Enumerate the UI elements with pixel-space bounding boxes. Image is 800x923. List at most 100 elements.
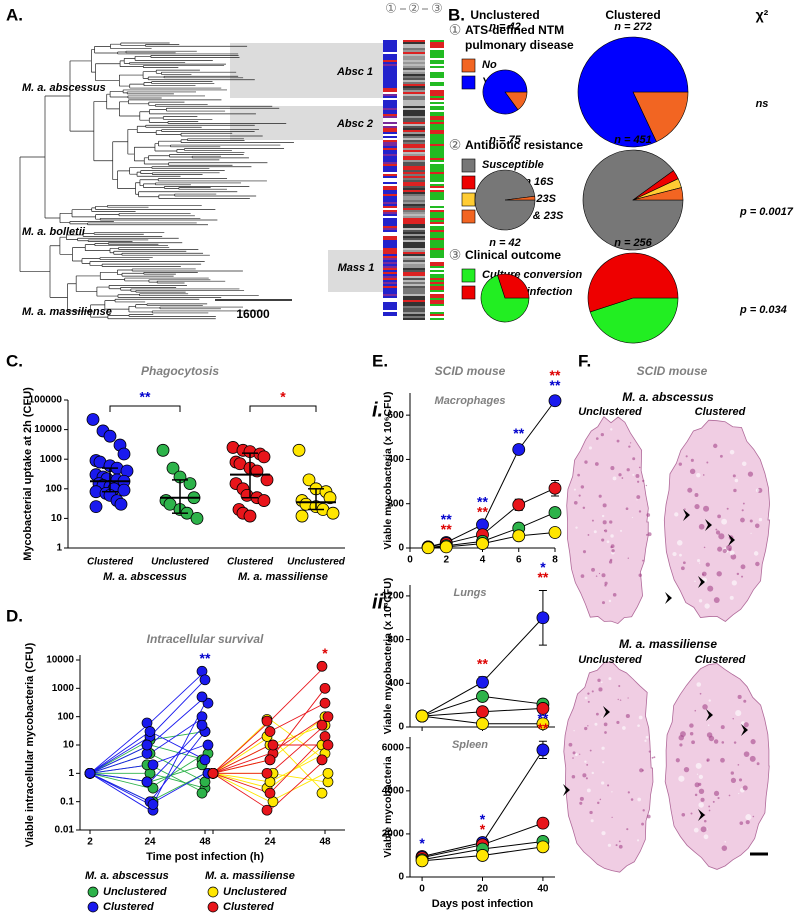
annotation-stripe: [430, 62, 444, 64]
tissue-speckle: [612, 476, 617, 481]
tissue-speckle: [595, 712, 599, 716]
tissue-speckle: [738, 792, 740, 795]
tissue-speckle: [598, 572, 601, 575]
annotation-stripe: [403, 106, 425, 108]
data-point: [156, 443, 170, 457]
tissue-speckle: [609, 520, 613, 524]
annotation-stripe: [430, 236, 444, 238]
x-axis-label: Time post infection (h): [146, 851, 264, 863]
annotation-stripe: [403, 266, 425, 268]
annotation-stripe: [383, 110, 397, 112]
tissue-speckle: [694, 793, 698, 797]
x-tick-label: 48: [199, 837, 211, 848]
annotation-stripe: [430, 104, 444, 106]
data-point: [196, 691, 208, 703]
annotation-stripe: [403, 66, 425, 68]
tissue-speckle: [645, 735, 649, 739]
annotation-stripe: [430, 116, 444, 118]
annotation-stripe: [383, 310, 397, 312]
annotation-stripe: [383, 198, 397, 200]
annotation-stripe: [430, 50, 444, 52]
y-tick-label: 1000: [40, 454, 63, 465]
annotation-stripe: [403, 156, 425, 158]
annotation-stripe: [430, 88, 444, 90]
tissue-speckle: [632, 457, 636, 461]
annotation-stripe: [403, 244, 425, 246]
annotation-stripe: [383, 102, 397, 104]
tissue-speckle: [687, 487, 693, 493]
annotation-stripe: [383, 182, 397, 184]
tissue-speckle: [690, 458, 694, 462]
annotation-stripe: [403, 240, 425, 242]
tissue-speckle: [590, 819, 594, 823]
annotation-stripe: [383, 304, 397, 306]
tissue-speckle: [729, 595, 734, 600]
tissue-speckle: [696, 682, 702, 687]
annotation-stripe: [403, 306, 425, 308]
legend-marker: [207, 886, 219, 898]
annotation-stripe: [430, 64, 444, 66]
annotation-stripe: [403, 100, 425, 102]
annotation-stripe: [383, 46, 397, 48]
annotation-stripe: [383, 172, 397, 174]
annotation-stripe: [403, 144, 425, 146]
tissue-speckle: [601, 514, 605, 518]
annotation-stripe: [403, 202, 425, 204]
annotation-stripe: [430, 178, 444, 180]
x-tick-label: 4: [480, 555, 486, 566]
tissue-speckle: [749, 755, 756, 762]
annotation-stripe: [383, 122, 397, 124]
cluster-label: Absc 1: [336, 66, 373, 78]
chart-subtitle: Lungs: [454, 587, 487, 599]
y-tick-label: 10000: [46, 655, 74, 666]
y-tick-label: 1: [56, 543, 62, 554]
annotation-stripe: [430, 180, 444, 182]
tissue-speckle: [742, 502, 745, 505]
annotation-stripe: [403, 96, 425, 98]
annotation-stripe: [403, 232, 425, 234]
data-point: [260, 473, 274, 487]
tissue-speckle: [604, 529, 608, 533]
annotation-stripe: [383, 190, 397, 192]
tissue-speckle: [618, 840, 621, 843]
annotation-stripe: [430, 162, 444, 164]
annotation-stripe: [383, 224, 397, 226]
tissue-speckle: [604, 731, 607, 734]
significance-label: **: [200, 650, 211, 666]
chart-title: Intracellular survival: [147, 632, 264, 646]
annotation-stripe: [430, 292, 444, 294]
annotation-stripe: [383, 44, 397, 46]
significance-label: *: [322, 645, 328, 661]
tissue-speckle: [696, 472, 701, 478]
annotation-stripe: [383, 64, 397, 66]
y-tick-label: 0.01: [55, 825, 75, 836]
annotation-stripe: [403, 228, 425, 230]
annotation-stripe: [430, 270, 444, 272]
annotation-stripe: [403, 62, 425, 64]
tissue-speckle: [612, 593, 617, 597]
y-tick-label: 1: [68, 768, 74, 779]
annotation-stripe: [403, 288, 425, 290]
data-point: [476, 690, 489, 703]
tissue-speckle: [584, 760, 587, 763]
annotation-stripe: [383, 254, 397, 256]
annotation-stripe: [430, 190, 444, 192]
annotation-stripe: [403, 284, 425, 286]
data-point: [421, 541, 435, 555]
x-axis-label: Days post infection: [432, 898, 534, 910]
annotation-stripe: [430, 44, 444, 46]
annotation-stripe: [403, 150, 425, 152]
tissue-speckle: [729, 550, 735, 556]
panel-label: F.: [578, 351, 591, 370]
annotation-stripe: [403, 60, 425, 62]
tissue-speckle: [679, 743, 683, 747]
x-tick-label: Unclustered: [287, 557, 346, 568]
legend-swatch: [461, 75, 476, 90]
annotation-stripe: [430, 238, 444, 240]
annotation-stripe: [383, 136, 397, 138]
significance-label: **: [441, 511, 452, 527]
pie-slice: [587, 252, 679, 313]
x-tick-label: Clustered: [87, 557, 134, 568]
annotation-stripe: [403, 246, 425, 248]
